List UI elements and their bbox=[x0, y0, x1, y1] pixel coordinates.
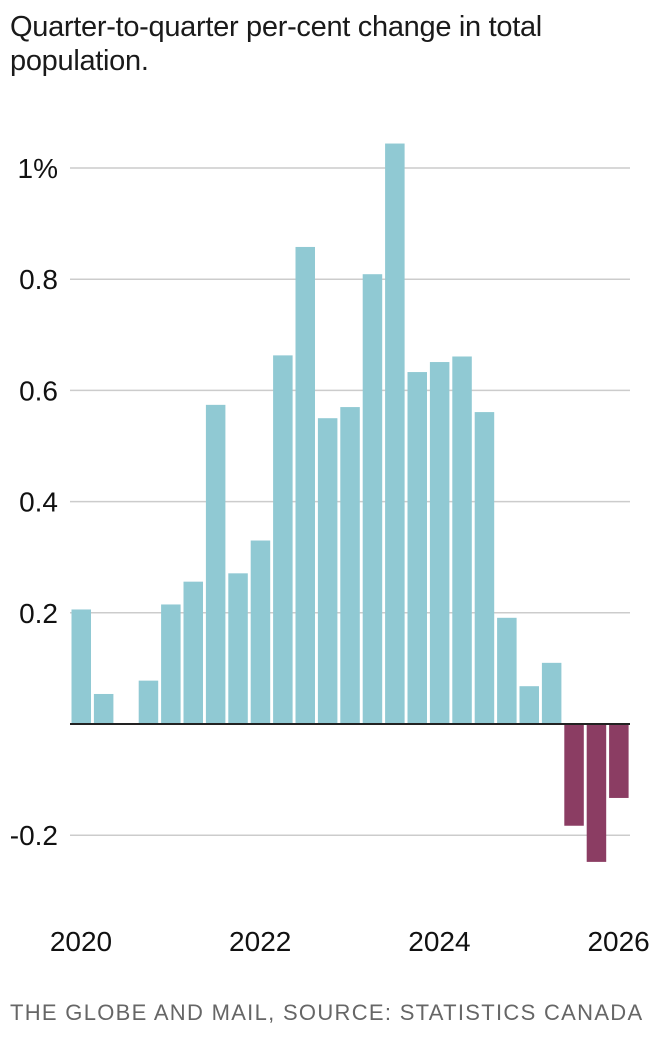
bar bbox=[564, 724, 584, 826]
bar bbox=[228, 573, 248, 724]
bar bbox=[362, 274, 383, 724]
bar bbox=[452, 356, 472, 724]
x-tick-label: 2022 bbox=[229, 926, 291, 957]
y-tick-label: 0.4 bbox=[19, 487, 58, 518]
bar bbox=[497, 617, 517, 724]
bar bbox=[407, 372, 427, 724]
bar bbox=[71, 609, 91, 724]
x-tick-labels: 2020 2022 2024 2026 bbox=[50, 926, 650, 957]
bar bbox=[93, 693, 114, 724]
bars bbox=[71, 143, 629, 862]
chart-title: Quarter-to-quarter per-cent change in to… bbox=[10, 11, 542, 77]
x-tick-label: 2026 bbox=[587, 926, 649, 957]
bar bbox=[340, 407, 360, 724]
bar bbox=[429, 362, 450, 724]
source-credit: THE GLOBE AND MAIL, SOURCE: STATISTICS C… bbox=[10, 1000, 644, 1025]
y-tick-label: 0.2 bbox=[19, 598, 58, 629]
bar bbox=[161, 604, 181, 724]
bar bbox=[609, 724, 629, 798]
bar bbox=[295, 246, 315, 724]
y-tick-label: 0.8 bbox=[19, 264, 58, 295]
bar bbox=[138, 680, 159, 724]
y-tick-label: -0.2 bbox=[10, 820, 58, 851]
y-tick-label: 0.6 bbox=[19, 375, 58, 406]
bar bbox=[205, 404, 226, 724]
bar bbox=[183, 581, 203, 724]
x-tick-label: 2020 bbox=[50, 926, 112, 957]
bar bbox=[519, 686, 539, 724]
y-tick-label: 1% bbox=[18, 153, 58, 184]
x-tick-label: 2024 bbox=[408, 926, 470, 957]
bar bbox=[474, 412, 495, 724]
bar-chart: 1% 0.8 0.6 0.4 0.2 -0.2 2020 2022 2024 2026 bbox=[10, 143, 650, 957]
bar bbox=[250, 540, 271, 724]
bar bbox=[586, 724, 607, 862]
bar bbox=[317, 418, 338, 724]
bar bbox=[385, 143, 405, 724]
bar bbox=[273, 355, 293, 724]
y-tick-labels: 1% 0.8 0.6 0.4 0.2 -0.2 bbox=[10, 153, 58, 851]
bar bbox=[541, 662, 562, 724]
